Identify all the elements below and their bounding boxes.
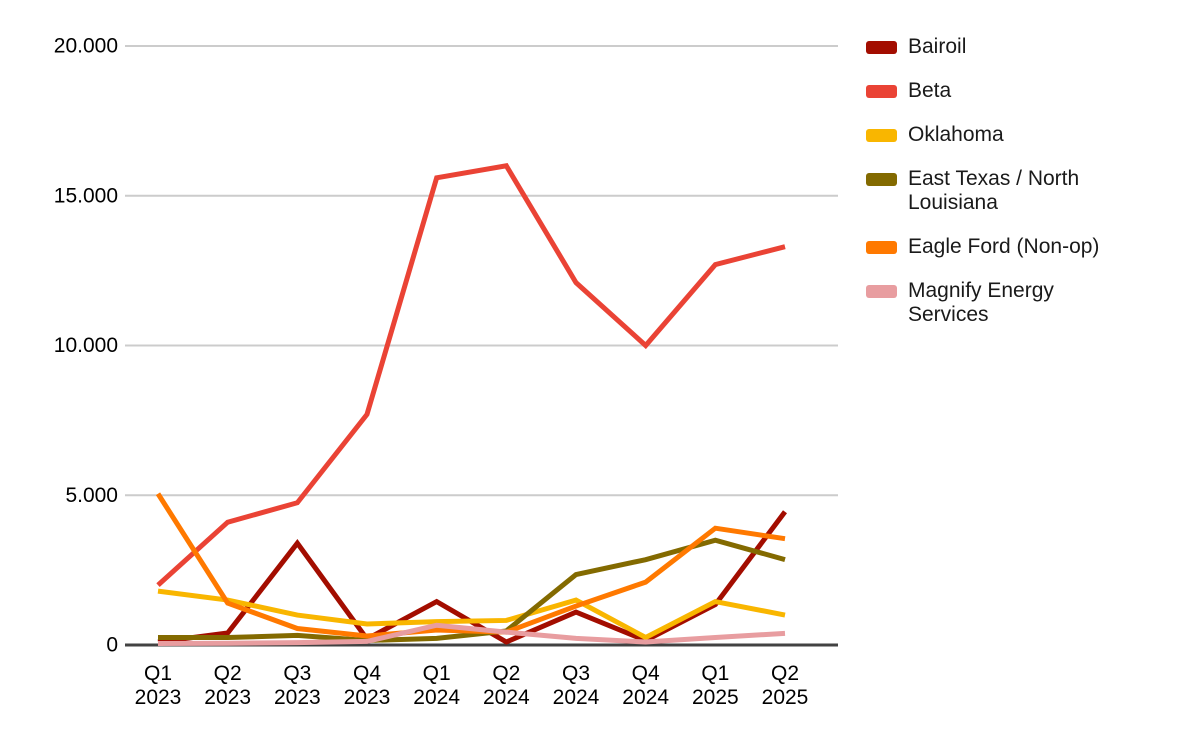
x-tick-quarter: Q1 [701, 662, 729, 685]
series-line-oklahoma[interactable] [157, 588, 786, 641]
legend-item-oklahoma: Oklahoma [866, 123, 1099, 147]
x-tick-year: 2023 [135, 686, 182, 709]
legend-swatch-icon [866, 173, 897, 186]
x-tick-quarter: Q2 [771, 662, 799, 685]
legend-item-magnify-energy-services: Magnify Energy Services [866, 279, 1099, 327]
legend-item-eagle-ford-non-op: Eagle Ford (Non-op) [866, 235, 1099, 259]
legend-item-beta: Beta [866, 79, 1099, 103]
y-tick-label: 5.000 [65, 484, 118, 507]
legend-label: Eagle Ford (Non-op) [908, 235, 1100, 258]
legend-swatch-icon [866, 285, 897, 298]
series-line-east-texas-north-louisiana[interactable] [158, 537, 786, 644]
x-tick-quarter: Q1 [423, 662, 451, 685]
legend-swatch-icon [866, 85, 897, 98]
x-tick-year: 2023 [204, 686, 251, 709]
legend-item-east-texas-north-louisiana: East Texas / North Louisiana [866, 167, 1099, 215]
x-tick-year: 2025 [692, 686, 739, 709]
series-line-magnify-energy-services[interactable] [157, 622, 786, 647]
legend-label: Oklahoma [908, 123, 1004, 146]
legend-label: Bairoil [908, 35, 967, 58]
legend-label: East Texas / North Louisiana [908, 167, 1080, 214]
y-tick-label: 20.000 [54, 35, 118, 58]
x-tick-quarter: Q2 [492, 662, 520, 685]
chart-legend: Bairoil Beta Oklahoma East Texas / North Lo… [866, 35, 1099, 327]
x-tick-quarter: Q3 [562, 662, 590, 685]
legend-label: Magnify Energy Services [908, 279, 1054, 326]
y-tick-label: 10.000 [54, 334, 118, 357]
y-tick-label: 0 [106, 634, 118, 657]
x-tick-quarter: Q4 [353, 662, 381, 685]
x-tick-quarter: Q4 [632, 662, 660, 685]
x-tick-year: 2024 [483, 686, 530, 709]
x-tick-quarter: Q3 [283, 662, 311, 685]
x-tick-year: 2023 [274, 686, 321, 709]
legend-item-bairoil: Bairoil [866, 35, 1099, 59]
legend-label: Beta [908, 79, 952, 102]
series-line-beta[interactable] [156, 163, 786, 587]
y-tick-label: 15.000 [54, 184, 118, 207]
x-tick-year: 2024 [622, 686, 669, 709]
legend-swatch-icon [866, 41, 897, 54]
x-tick-year: 2024 [553, 686, 600, 709]
legend-swatch-icon [866, 241, 897, 254]
x-tick-quarter: Q2 [214, 662, 242, 685]
x-tick-year: 2025 [762, 686, 809, 709]
legend-swatch-icon [866, 129, 897, 142]
x-tick-quarter: Q1 [144, 662, 172, 685]
x-tick-year: 2024 [413, 686, 460, 709]
x-tick-year: 2023 [344, 686, 391, 709]
